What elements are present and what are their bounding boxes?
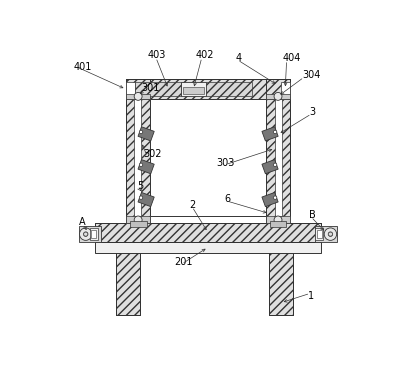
Bar [269,221,286,227]
Circle shape [328,232,332,236]
Bar [95,224,320,242]
Bar [183,87,203,94]
Bar [138,160,154,174]
Text: 304: 304 [301,70,320,80]
Circle shape [134,92,142,100]
Bar [265,217,289,224]
Bar [138,192,154,207]
Text: 6: 6 [224,194,230,204]
Bar [116,252,140,315]
Bar [274,99,281,217]
Bar [126,94,150,99]
Bar [135,82,181,97]
Bar [138,127,154,141]
Bar [265,94,289,99]
Bar [181,82,205,97]
Circle shape [324,228,336,240]
Circle shape [79,228,92,240]
Text: 401: 401 [74,62,92,72]
Bar [126,82,135,97]
Text: 3: 3 [309,107,315,117]
Bar [91,230,96,238]
Circle shape [327,232,332,236]
Bar [315,228,322,240]
Bar [130,221,146,227]
Bar [265,79,289,224]
Bar [126,79,289,99]
Bar [261,192,277,207]
Bar [126,79,289,99]
Text: 402: 402 [195,50,213,60]
Bar [126,79,150,224]
Circle shape [139,163,143,167]
Circle shape [83,232,87,236]
Bar [134,99,141,217]
Bar [265,79,289,224]
Bar [116,252,140,315]
Bar [90,228,98,240]
Bar [316,230,321,238]
Text: 5: 5 [136,181,143,191]
Circle shape [134,216,142,224]
Circle shape [273,163,276,167]
Circle shape [273,92,281,100]
Text: 403: 403 [147,50,165,60]
Circle shape [273,216,281,224]
Text: 302: 302 [143,149,161,159]
Bar [126,217,150,224]
Text: 303: 303 [216,158,234,168]
Bar [280,82,289,97]
Bar [205,82,251,97]
Bar [150,99,265,217]
Circle shape [139,130,143,134]
Text: A: A [79,217,85,227]
Text: 201: 201 [174,257,192,267]
Circle shape [273,130,276,134]
Text: B: B [309,210,315,220]
Bar [79,226,100,242]
Bar [126,79,150,224]
Circle shape [273,196,276,199]
Bar [95,242,320,252]
Text: 404: 404 [281,52,300,63]
Bar [268,252,292,315]
Bar [261,127,277,141]
Text: 4: 4 [235,52,241,63]
Bar [315,226,336,242]
Text: 1: 1 [308,291,314,301]
Bar [261,160,277,174]
Circle shape [83,232,88,236]
Bar [268,252,292,315]
Text: 2: 2 [189,200,196,210]
Bar [95,224,320,242]
Text: 301: 301 [141,83,159,93]
Circle shape [139,196,143,199]
